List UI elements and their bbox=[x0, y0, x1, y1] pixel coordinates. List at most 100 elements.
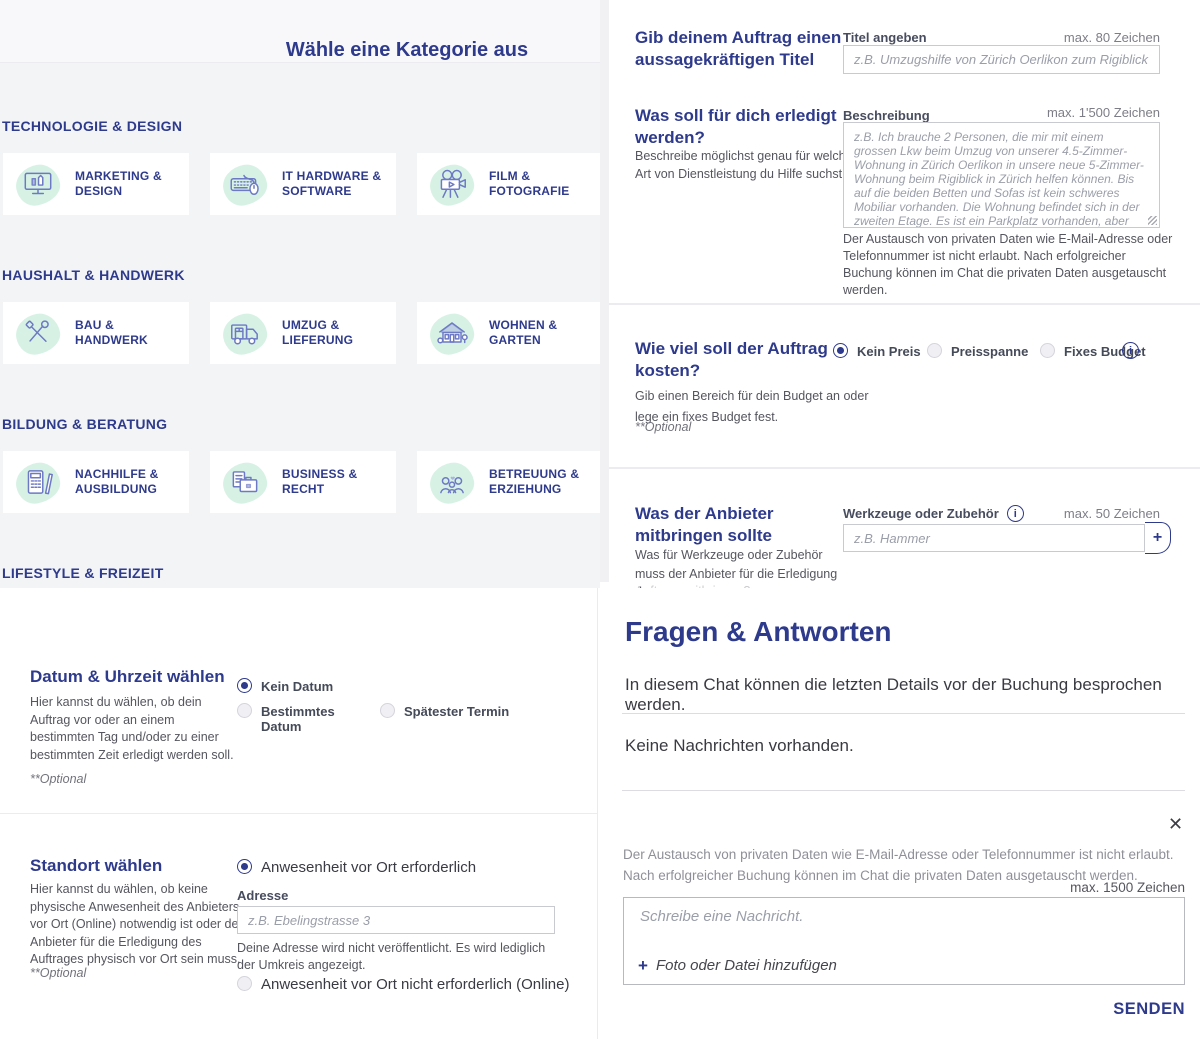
tools-max-chars: max. 50 Zeichen bbox=[1063, 506, 1160, 521]
panel-seam bbox=[600, 0, 609, 582]
send-button[interactable]: SENDEN bbox=[1113, 1000, 1185, 1018]
description-section-subtext: Beschreibe möglichst genau für welche Ar… bbox=[635, 149, 853, 181]
chat-divider bbox=[622, 713, 1185, 714]
price-optional-note: **Optional bbox=[635, 420, 692, 434]
category-card-label: BUSINESS & RECHT bbox=[282, 467, 358, 496]
radio-circle[interactable] bbox=[237, 678, 252, 693]
radio-anwesenheit-erforderlich[interactable]: Anwesenheit vor Ort erforderlich bbox=[237, 859, 476, 876]
category-card-umzug-lieferung[interactable]: UMZUG & LIEFERUNG bbox=[210, 302, 396, 364]
date-section-subtext: Hier kannst du wählen, ob dein Auftrag v… bbox=[30, 695, 234, 762]
message-input[interactable] bbox=[638, 906, 1162, 952]
tools-input[interactable] bbox=[843, 524, 1145, 552]
date-section-heading: Datum & Uhrzeit wählen bbox=[30, 667, 225, 686]
radio-preisspanne[interactable]: Preisspanne bbox=[927, 343, 1028, 359]
radio-label: Preisspanne bbox=[951, 344, 1029, 359]
tools-section-heading: Was der Anbieter mitbringen sollte bbox=[635, 504, 774, 545]
description-max-chars: max. 1'500 Zeichen bbox=[1046, 105, 1160, 120]
radio-kein-preis[interactable]: Kein Preis bbox=[833, 343, 921, 359]
radio-circle[interactable] bbox=[237, 859, 252, 874]
tools-section-subtext-faded: Auftrags mitbringen? bbox=[635, 583, 840, 591]
section-header-bildung: BILDUNG & BERATUNG bbox=[2, 416, 168, 432]
radio-circle[interactable] bbox=[927, 343, 942, 358]
date-location-panel: Datum & Uhrzeit wählen Hier kannst du wä… bbox=[0, 588, 598, 1039]
plus-icon: + bbox=[638, 956, 648, 975]
page-title: Wähle eine Kategorie aus bbox=[285, 39, 529, 61]
category-panel: Wähle eine Kategorie aus TECHNOLOGIE & D… bbox=[0, 0, 600, 588]
category-card-it-hardware-software[interactable]: IT HARDWARE & SOFTWARE bbox=[210, 153, 396, 215]
tools-info-icon[interactable]: i bbox=[1006, 505, 1024, 522]
tools-icon bbox=[3, 302, 75, 364]
location-section-subtext: Hier kannst du wählen, ob keine physisch… bbox=[30, 882, 243, 966]
radio-label: Kein Datum bbox=[261, 679, 334, 694]
radio-circle[interactable] bbox=[833, 343, 848, 358]
chat-panel: Fragen & Antworten In diesem Chat können… bbox=[598, 588, 1200, 1039]
category-panel-header-band bbox=[0, 0, 600, 63]
tools-input-label: Werkzeuge oder Zubehör bbox=[843, 506, 999, 521]
category-card-marketing-design[interactable]: MARKETING & DESIGN bbox=[3, 153, 189, 215]
close-icon[interactable]: ✕ bbox=[1168, 814, 1184, 834]
section-divider bbox=[609, 467, 1200, 469]
message-box: + Foto oder Datei hinzufügen bbox=[623, 897, 1185, 985]
category-card-label: MARKETING & DESIGN bbox=[75, 169, 162, 198]
section-header-haushalt: HAUSHALT & HANDWERK bbox=[2, 267, 185, 283]
family-icon bbox=[417, 451, 489, 513]
title-max-chars: max. 80 Zeichen bbox=[1063, 30, 1160, 45]
section-header-lifestyle: LIFESTYLE & FREIZEIT bbox=[2, 565, 164, 581]
radio-kein-datum[interactable]: Kein Datum bbox=[237, 678, 333, 694]
category-card-label: UMZUG & LIEFERUNG bbox=[282, 318, 354, 347]
category-card-label: BAU & HANDWERK bbox=[75, 318, 148, 347]
house-garden-icon bbox=[417, 302, 489, 364]
radio-label: Anwesenheit vor Ort erforderlich bbox=[261, 859, 477, 876]
keyboard-mouse-icon bbox=[210, 153, 282, 215]
title-input[interactable] bbox=[843, 45, 1160, 74]
category-card-label: IT HARDWARE & SOFTWARE bbox=[282, 169, 382, 198]
radio-label: Anwesenheit vor Ort nicht erforderlich (… bbox=[261, 976, 570, 993]
title-input-label: Titel angeben bbox=[843, 30, 927, 45]
price-info-icon[interactable]: i bbox=[1122, 342, 1139, 359]
radio-label: Kein Preis bbox=[857, 344, 921, 359]
chat-heading: Fragen & Antworten bbox=[625, 616, 892, 647]
title-section-heading: Gib deinem Auftrag einen aussagekräftige… bbox=[635, 28, 842, 69]
add-tool-button[interactable]: + bbox=[1145, 522, 1171, 554]
radio-circle[interactable] bbox=[380, 703, 395, 718]
description-privacy-note: Der Austausch von privaten Daten wie E-M… bbox=[843, 232, 1173, 297]
radio-bestimmtes-datum[interactable]: Bestimmtes Datum bbox=[237, 703, 341, 734]
address-note: Deine Adresse wird nicht veröffentlicht.… bbox=[237, 941, 546, 972]
radio-label: Spätester Termin bbox=[404, 704, 510, 719]
description-textarea[interactable] bbox=[843, 122, 1160, 228]
price-section-subtext: Gib einen Bereich für dein Budget an ode… bbox=[635, 389, 869, 424]
description-section-heading: Was soll für dich erledigt werden? bbox=[635, 106, 837, 147]
tools-section-subtext: Was für Werkzeuge oder Zubehör muss der … bbox=[635, 548, 838, 591]
radio-circle[interactable] bbox=[1040, 343, 1055, 358]
briefcase-documents-icon bbox=[210, 451, 282, 513]
location-optional-note: **Optional bbox=[30, 966, 87, 980]
film-camera-icon bbox=[417, 153, 489, 215]
attach-file-button[interactable]: + Foto oder Datei hinzufügen bbox=[638, 957, 837, 974]
textarea-resize-handle[interactable] bbox=[1148, 216, 1157, 225]
calculator-icon bbox=[3, 451, 75, 513]
category-card-film-fotografie[interactable]: FILM & FOTOGRAFIE bbox=[417, 153, 600, 215]
category-card-betreuung-erziehung[interactable]: BETREUUNG & ERZIEHUNG bbox=[417, 451, 600, 513]
radio-circle[interactable] bbox=[237, 703, 252, 718]
tools-label-row: Werkzeuge oder Zubehör i bbox=[843, 505, 1024, 522]
address-input[interactable] bbox=[237, 906, 555, 934]
category-card-label: FILM & FOTOGRAFIE bbox=[489, 169, 570, 198]
category-card-wohnen-garten[interactable]: WOHNEN & GARTEN bbox=[417, 302, 600, 364]
radio-circle[interactable] bbox=[237, 976, 252, 991]
radio-anwesenheit-nicht-erforderlich[interactable]: Anwesenheit vor Ort nicht erforderlich (… bbox=[237, 976, 569, 993]
category-card-bau-handwerk[interactable]: BAU & HANDWERK bbox=[3, 302, 189, 364]
radio-spaetester-termin[interactable]: Spätester Termin bbox=[380, 703, 509, 719]
chat-divider bbox=[622, 790, 1185, 791]
category-card-business-recht[interactable]: BUSINESS & RECHT bbox=[210, 451, 396, 513]
chat-intro-text: In diesem Chat können die letzten Detail… bbox=[625, 675, 1162, 714]
chat-privacy-note: Der Austausch von privaten Daten wie E-M… bbox=[623, 847, 1174, 883]
category-card-nachhilfe-ausbildung[interactable]: NACHHILFE & AUSBILDUNG bbox=[3, 451, 189, 513]
description-label: Beschreibung bbox=[843, 108, 930, 123]
chat-max-chars: max. 1500 Zeichen bbox=[1070, 880, 1185, 895]
category-card-label: WOHNEN & GARTEN bbox=[489, 318, 558, 347]
section-divider bbox=[609, 303, 1200, 305]
job-form-panel: Gib deinem Auftrag einen aussagekräftige… bbox=[600, 0, 1200, 591]
price-section-heading: Wie viel soll der Auftrag kosten? bbox=[635, 339, 828, 380]
category-card-label: BETREUUNG & ERZIEHUNG bbox=[489, 467, 580, 496]
address-label: Adresse bbox=[237, 888, 289, 903]
